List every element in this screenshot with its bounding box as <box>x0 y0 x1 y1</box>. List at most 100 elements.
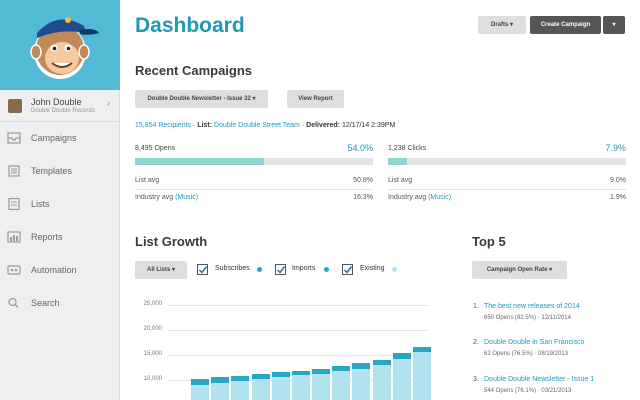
clicks-progress-fill <box>388 158 407 165</box>
industry-avg-label: Industry avg <box>388 194 427 201</box>
bar-subscribes[interactable] <box>372 359 391 366</box>
top5-item-link[interactable]: Double Double in San Francisco <box>484 339 585 346</box>
clicks-label: 1,238 Clicks <box>388 145 427 152</box>
list-growth-title: List Growth <box>135 234 208 249</box>
bar-existing[interactable] <box>211 382 230 400</box>
y-tick-label: 15,000 <box>143 351 162 358</box>
list-icon <box>8 198 20 210</box>
y-tick-label: 20,000 <box>143 326 162 333</box>
nav-item-search[interactable]: Search <box>0 287 119 320</box>
legend-label: Imports <box>292 265 316 272</box>
opens-list-avg: List avg 50.8% <box>135 177 373 184</box>
opens-label: 8,495 Opens <box>135 145 176 152</box>
bar-existing[interactable] <box>271 376 290 400</box>
rank-number: 2. <box>473 339 479 346</box>
opens-progress-bar <box>135 158 373 165</box>
bar-subscribes[interactable] <box>211 377 230 383</box>
clicks-pct: 7.9% <box>605 143 626 153</box>
nav-label: Campaigns <box>31 133 77 143</box>
automation-icon <box>7 265 21 275</box>
gridline <box>168 305 430 306</box>
opens-progress-fill <box>135 158 264 165</box>
bar-subscribes[interactable] <box>392 353 411 360</box>
chevron-down-icon: ▾ <box>252 96 256 102</box>
industry-link[interactable]: (Music) <box>175 194 199 201</box>
bar-existing[interactable] <box>372 365 391 400</box>
gridline <box>168 330 430 332</box>
bar-existing[interactable] <box>412 352 431 400</box>
list-avg-label: List avg <box>388 177 413 184</box>
bar-existing[interactable] <box>392 359 411 400</box>
user-menu[interactable]: John Double Double Double Records › <box>0 90 119 122</box>
monkey-mascot-icon <box>30 17 99 79</box>
nav-label: Search <box>31 298 60 308</box>
list-link[interactable]: Double Double Street Team <box>214 122 300 129</box>
clicks-list-avg: List avg 9.0% <box>388 177 626 184</box>
nav-item-templates[interactable]: Templates <box>0 155 119 188</box>
bar-existing[interactable] <box>251 378 270 400</box>
nav-item-campaigns[interactable]: Campaigns <box>0 122 119 155</box>
nav-label: Lists <box>31 199 50 209</box>
legend-swatch <box>257 267 262 272</box>
top5-item-link[interactable]: The best new releases of 2014 <box>484 303 580 310</box>
nav-item-automation[interactable]: Automation <box>0 254 119 287</box>
campaign-meta: 15,854 Recipients · List: Double Double … <box>135 122 395 129</box>
bar-existing[interactable] <box>291 375 310 400</box>
bar-subscribes[interactable] <box>231 375 250 381</box>
bar-existing[interactable] <box>332 371 351 400</box>
legend-label: Existing <box>360 265 385 272</box>
bar-existing[interactable] <box>191 385 210 400</box>
drafts-button[interactable]: Drafts ▾ <box>478 16 526 34</box>
top5-title: Top 5 <box>472 234 506 249</box>
create-campaign-dropdown[interactable]: ▾ <box>603 16 625 34</box>
user-name: John Double <box>31 97 82 107</box>
bar-existing[interactable] <box>312 373 331 400</box>
search-icon <box>8 297 19 308</box>
industry-avg-value: 16.3% <box>353 194 373 201</box>
template-icon <box>8 165 20 177</box>
create-campaign-button[interactable]: Create Campaign <box>530 16 601 34</box>
bar-existing[interactable] <box>352 368 371 400</box>
nav-item-lists[interactable]: Lists <box>0 188 119 221</box>
subscribes-checkbox[interactable] <box>197 264 208 275</box>
recent-campaigns-title: Recent Campaigns <box>135 63 253 78</box>
bar-subscribes[interactable] <box>271 372 290 377</box>
nav-item-reports[interactable]: Reports <box>0 221 119 254</box>
campaign-select[interactable]: Double Double Newsletter - Issue 32 ▾ <box>135 90 268 108</box>
checkmark-icon <box>344 266 352 274</box>
opens-stat: 8,495 Opens 54.0% <box>135 143 373 165</box>
freddie-logo[interactable] <box>0 0 120 90</box>
rank-number: 3. <box>473 376 479 383</box>
legend-swatch <box>324 267 329 272</box>
chevron-down-icon: ▾ <box>172 267 176 273</box>
bar-subscribes[interactable] <box>251 373 270 379</box>
existing-checkbox[interactable] <box>342 264 353 275</box>
bar-subscribes[interactable] <box>412 347 431 353</box>
industry-link[interactable]: (Music) <box>428 194 452 201</box>
drafts-label: Drafts <box>490 22 509 28</box>
opens-pct: 54.0% <box>347 143 373 153</box>
industry-avg-value: 1.9% <box>610 194 626 201</box>
lists-select[interactable]: All Lists ▾ <box>135 261 187 279</box>
top5-item-stats: 62 Opens (76.5%) · 08/19/2013 <box>484 351 569 357</box>
bar-subscribes[interactable] <box>291 370 310 376</box>
bar-subscribes[interactable] <box>191 378 210 386</box>
chevron-right-icon: › <box>107 98 110 108</box>
top5-item-link[interactable]: Double Double Newsletter - Issue 1 <box>484 376 595 383</box>
bar-subscribes[interactable] <box>312 368 331 374</box>
bar-existing[interactable] <box>231 380 250 400</box>
bar-subscribes[interactable] <box>332 366 351 372</box>
clicks-progress-bar <box>388 158 626 165</box>
imports-checkbox[interactable] <box>275 264 286 275</box>
nav-label: Templates <box>31 166 73 176</box>
page-title: Dashboard <box>135 14 245 37</box>
nav-label: Automation <box>31 265 77 275</box>
separator: · <box>301 122 305 129</box>
view-report-button[interactable]: View Report <box>287 90 344 108</box>
checkmark-icon <box>199 266 207 274</box>
bar-subscribes[interactable] <box>352 363 371 369</box>
lists-select-value: All Lists <box>146 267 171 273</box>
chevron-down-icon: ▾ <box>612 22 616 28</box>
recipients-link[interactable]: 15,854 Recipients <box>135 122 192 129</box>
top5-select[interactable]: Campaign Open Rate ▾ <box>472 261 567 279</box>
